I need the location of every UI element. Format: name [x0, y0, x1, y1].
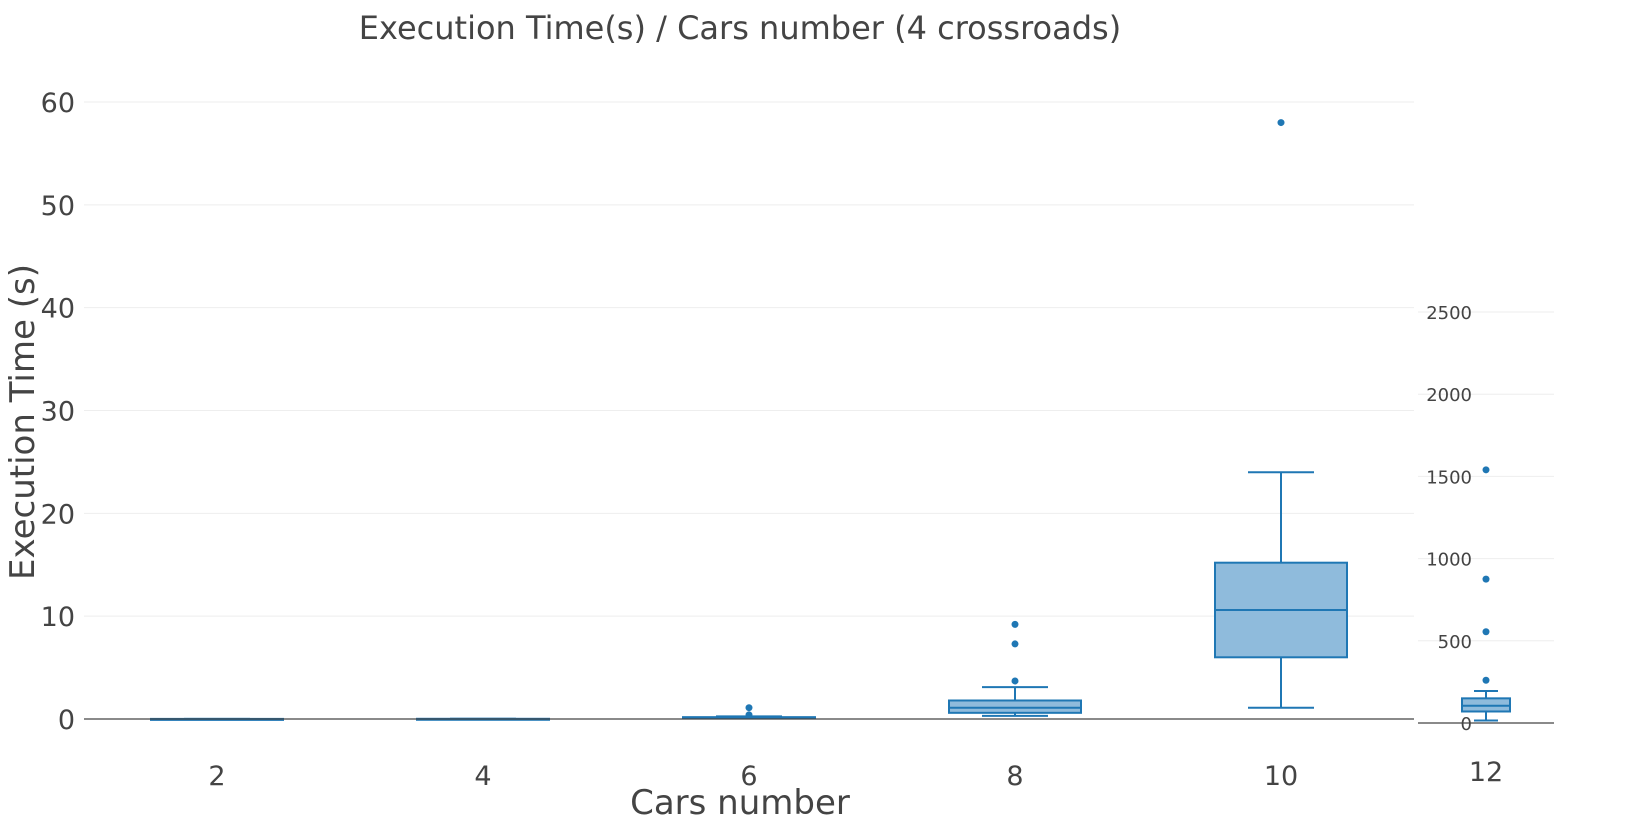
- main-x-tick-labels: 2 4 6 8 10: [208, 761, 1298, 792]
- outlier-point: [1011, 677, 1019, 685]
- outlier-point: [1482, 575, 1490, 583]
- box-6: [682, 704, 816, 720]
- inset-y-tick-labels: 0 500 1000 1500 2000 2500: [1426, 303, 1472, 735]
- y-tick-label: 0: [58, 705, 75, 736]
- chart-title: Execution Time(s) / Cars number (4 cross…: [359, 9, 1121, 47]
- y-tick-label: 20: [41, 499, 75, 530]
- inset-box-series: [1461, 466, 1511, 722]
- y-tick-label: 10: [41, 602, 75, 633]
- y-tick-label: 60: [41, 88, 75, 119]
- x-tick-label: 8: [1006, 761, 1023, 792]
- outlier-point: [1011, 620, 1019, 628]
- outlier-point: [745, 704, 753, 712]
- x-axis-title: Cars number: [630, 783, 850, 823]
- main-y-tick-labels: 0 10 20 30 40 50 60: [41, 88, 75, 736]
- x-tick-label: 2: [208, 761, 225, 792]
- inset-x-tick-labels: 12: [1469, 757, 1503, 788]
- y-tick-label: 2500: [1426, 303, 1472, 324]
- y-tick-label: 30: [41, 397, 75, 428]
- box-10: [1214, 119, 1348, 709]
- x-tick-label: 6: [740, 761, 757, 792]
- y-tick-label: 40: [41, 294, 75, 325]
- x-tick-label: 10: [1264, 761, 1298, 792]
- outlier-point: [1011, 640, 1019, 648]
- outlier-point: [1482, 628, 1490, 636]
- main-gridlines: [84, 101, 1414, 617]
- y-axis-title: Execution Time (s): [3, 264, 43, 580]
- x-tick-label: 12: [1469, 757, 1503, 788]
- y-tick-label: 500: [1438, 632, 1472, 653]
- outlier-point: [745, 711, 753, 719]
- y-tick-label: 50: [41, 191, 75, 222]
- outlier-point: [1482, 466, 1490, 474]
- y-tick-label: 2000: [1426, 385, 1472, 406]
- inset-gridlines: [1418, 311, 1554, 642]
- y-tick-label: 1500: [1426, 467, 1472, 488]
- outlier-point: [1482, 676, 1490, 684]
- main-box-series: [150, 119, 1348, 721]
- outlier-point: [1277, 119, 1285, 127]
- y-tick-label: 0: [1461, 714, 1472, 735]
- y-tick-label: 1000: [1426, 550, 1472, 571]
- x-tick-label: 4: [474, 761, 491, 792]
- box-12: [1461, 466, 1511, 722]
- box-iqr: [948, 699, 1082, 714]
- box-8: [948, 620, 1082, 717]
